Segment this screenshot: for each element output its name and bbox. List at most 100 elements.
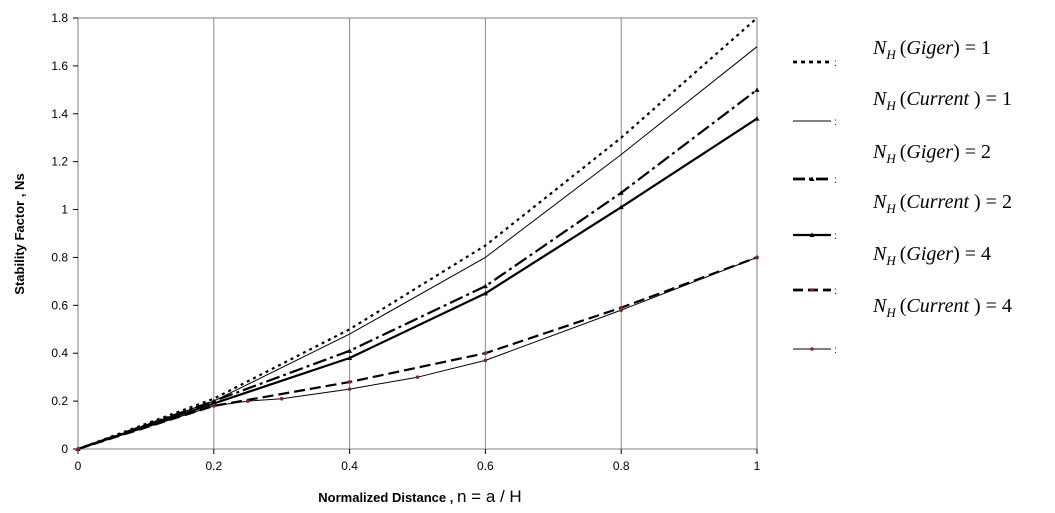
series-6-point [415,375,420,379]
legend-sample-marker [810,347,814,351]
legend-label-2: NH (Current ) = 1 [872,88,1012,113]
y-tick-label: 1.2 [51,155,68,169]
y-axis-title: Stability Factor , Ns [12,173,27,294]
legend-name: Giger [906,37,953,59]
plot-area-border [77,17,758,450]
legend-sample-colon: : [834,117,837,128]
x-tick-label: 0.4 [341,459,358,473]
series-line-1 [77,17,758,451]
legend-open-paren: ( [900,295,907,317]
series-3-point [482,283,488,289]
legend-label-3: NH (Giger) = 2 [872,141,991,166]
legend-close-paren: ) = [969,191,1002,213]
legend-line-samples: :::::: [793,58,837,356]
legend-symbol: N [872,295,888,317]
series-4-point [754,116,760,121]
legend-open-paren: ( [900,88,907,110]
y-tick-label: 1.4 [51,107,68,121]
series-6-point [76,447,80,451]
series-3-point [618,190,624,195]
y-tick-label: 0.6 [51,298,68,312]
series-6-point [483,358,488,363]
legend-open-paren: ( [900,141,907,163]
legend-label-6: NH (Current ) = 4 [872,295,1012,320]
legend-name: Current [906,88,969,110]
legend-label-5: NH (Giger) = 4 [872,243,991,268]
series-4-point [482,290,488,296]
legend-label-1: NH (Giger) = 1 [872,37,991,62]
legend-subscript: H [885,305,896,320]
legend-sample-marker [809,232,815,237]
legend-subscript: H [885,201,896,216]
legend-labels: NH (Giger) = 1NH (Current ) = 1NH (Giger) =… [872,37,1012,320]
series-line-3 [77,88,758,451]
legend-symbol: N [872,88,888,110]
series-layer [75,17,760,451]
legend-symbol: N [872,37,888,59]
x-tick-label: 1 [754,459,761,473]
legend-name: Current [906,295,969,317]
legend-value: 2 [981,141,991,163]
series-6-point [347,387,352,391]
y-tick-label: 1.8 [51,11,68,25]
y-tick-label: 1 [61,203,68,217]
x-tick-label: 0.6 [477,459,494,473]
legend-sample-colon: : [834,345,837,356]
series-4-point [618,204,624,210]
legend-value: 1 [1002,88,1012,110]
legend-value: 2 [1002,191,1012,213]
legend-name: Current [906,191,969,213]
legend-symbol: N [872,191,888,213]
legend-close-paren: ) = [953,243,981,265]
legend-subscript: H [885,151,896,166]
legend-open-paren: ( [900,37,907,59]
y-tick-label: 0.8 [51,250,68,264]
y-tick-label: 0.4 [51,346,68,360]
legend-close-paren: ) = [969,295,1002,317]
legend-symbol: N [872,243,888,265]
series-3-point [347,348,353,353]
legend-value: 4 [981,243,991,265]
legend-sample-colon: : [834,286,837,297]
legend-open-paren: ( [900,243,907,265]
legend-close-paren: ) = [953,141,981,163]
y-axis-ticks: 0 0.2 0.4 0.6 0.8 1 1.2 1.4 1.6 1.8 [51,11,78,456]
legend-close-paren: ) = [969,88,1002,110]
series-6-point [245,399,250,403]
legend-sample-colon: : [834,175,837,186]
legend-value: 1 [981,37,991,59]
series-line-2 [77,46,758,450]
gridlines [77,18,758,449]
legend-open-paren: ( [900,191,907,213]
series-5-point [347,380,352,384]
x-axis-title-prefix: Normalized Distance , [318,490,457,505]
series-line-5 [77,256,758,451]
x-axis-title: Normalized Distance , n = a / H [318,487,521,506]
x-axis-ticks: 0 0.2 0.4 0.6 0.8 1 [75,449,761,473]
legend-sample-colon: : [834,231,837,242]
series-line-4 [77,117,758,451]
legend-sample-marker [809,176,815,181]
x-tick-label: 0.8 [613,459,630,473]
series-4-point [347,355,353,361]
legend-subscript: H [885,98,896,113]
legend-sample-marker [810,288,814,292]
series-6-point [755,255,759,260]
series-3-point [754,87,760,92]
series-4-point [211,401,217,406]
legend-name: Giger [906,141,953,163]
legend-label-4: NH (Current ) = 2 [872,191,1012,216]
x-axis-title-symbol: n = a / H [457,487,522,506]
legend-name: Giger [906,243,953,265]
legend-close-paren: ) = [953,37,981,59]
x-tick-label: 0.2 [205,459,222,473]
y-tick-label: 0 [61,442,68,456]
series-6-point [212,404,216,408]
legend-sample-colon: : [834,58,837,69]
legend-value: 4 [1002,295,1012,317]
series-6-point [619,308,623,312]
series-5-point [483,351,488,356]
legend-subscript: H [885,253,896,268]
legend-symbol: N [872,141,888,163]
